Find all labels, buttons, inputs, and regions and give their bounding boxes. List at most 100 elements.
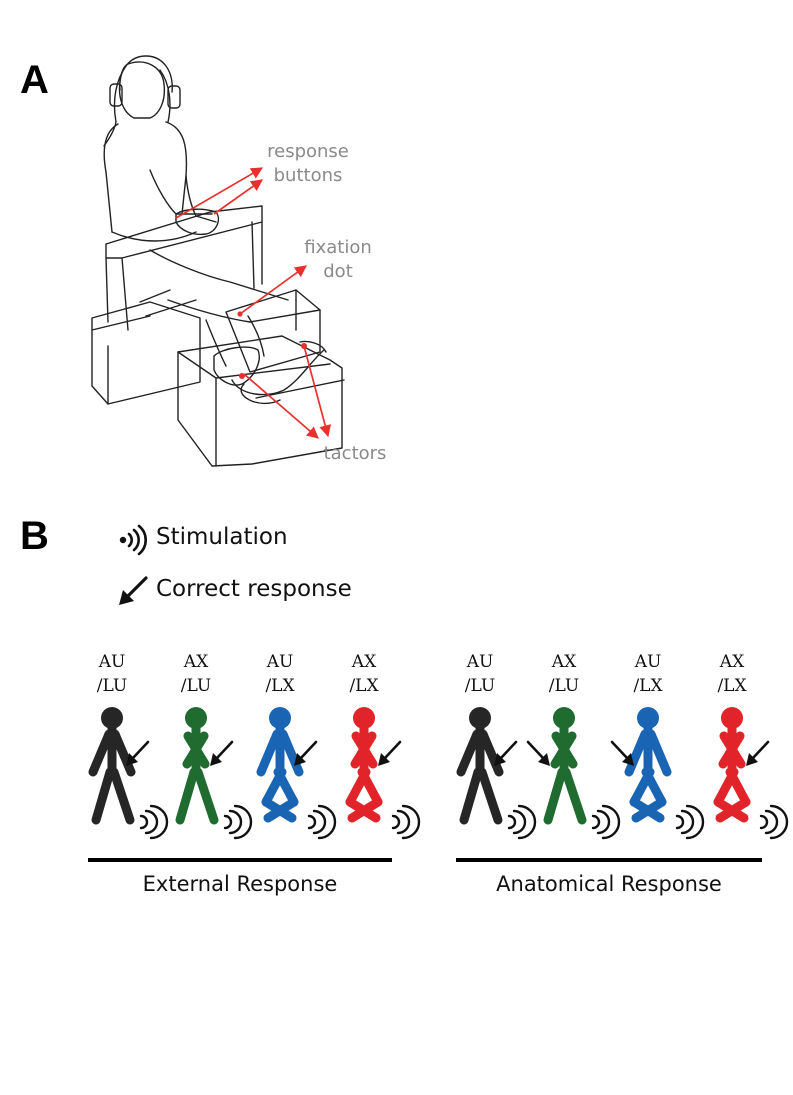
anatomical-response-label: Anatomical Response [496, 872, 722, 896]
figure-head [269, 707, 291, 729]
correct-response-arrowhead [538, 753, 550, 766]
arrow-tactor-2 [303, 345, 331, 438]
stimulation-icon [391, 804, 421, 840]
stimulation-icon [675, 804, 705, 840]
stimulation-icon [507, 804, 537, 840]
figure-arm-right [646, 729, 672, 777]
correct-response-arrowhead [494, 753, 506, 766]
participant-foot [213, 346, 260, 386]
figure-leg [713, 767, 739, 807]
correct-response-arrow [383, 740, 402, 760]
figure-leg-left [543, 767, 567, 825]
experimental-setup-illustration [91, 55, 345, 467]
figure-head [101, 707, 123, 729]
figure-leg [345, 767, 371, 807]
figure-arm-left [256, 729, 282, 777]
figure-leg-left [459, 767, 483, 825]
figure-leg [713, 797, 749, 823]
arrow-response-button-2 [213, 179, 263, 215]
foot-box [225, 289, 321, 373]
legend-correct-response-label: Correct response [156, 576, 352, 602]
legend-stimulation-label: Stimulation [156, 524, 288, 550]
figure-head [185, 707, 207, 729]
stimulation-icon [139, 804, 169, 840]
figure-arm-right [110, 729, 136, 777]
stimulation-icon [591, 804, 621, 840]
participant-legs [149, 249, 289, 323]
external-response-label: External Response [142, 872, 338, 896]
panel-letter-a: A [20, 58, 49, 102]
figure-arm-left [88, 729, 114, 777]
condition-label: AU/LX [633, 652, 663, 696]
figure-leg [629, 797, 665, 823]
callout-tactors: tactors [323, 443, 387, 464]
figure-head [637, 707, 659, 729]
anatomical-response-divider [456, 858, 762, 862]
figure-head [721, 707, 743, 729]
callout-response-buttons: response buttons [258, 140, 358, 188]
condition-label: AX/LU [180, 652, 212, 696]
stimulation-icon [119, 524, 147, 556]
correct-response-arrowhead [210, 753, 222, 766]
callout-buttons-line-2: buttons [273, 165, 343, 186]
correct-response-arrowhead [378, 753, 390, 766]
participant-torso [103, 121, 188, 233]
footrest-block [177, 335, 343, 467]
figure-leg-left [91, 767, 115, 825]
figure-leg-right [477, 767, 503, 825]
arrow-tactor-1 [243, 373, 319, 439]
condition-label: AX/LX [717, 652, 747, 696]
figure-leg-left [175, 767, 199, 825]
figure-head [469, 707, 491, 729]
callout-dot-line-2: dot [323, 261, 353, 282]
figure-arm-left [624, 729, 650, 777]
condition-label: AX/LU [548, 652, 580, 696]
headphones [119, 55, 173, 93]
figure-leg [261, 797, 297, 823]
callout-fixation-line-1: fixation [304, 237, 372, 258]
correct-response-arrowhead [294, 753, 306, 766]
left-box [91, 301, 201, 405]
correct-response-arrow [215, 740, 234, 760]
correct-response-arrow [610, 740, 629, 760]
correct-response-arrowhead [622, 753, 634, 766]
arrow-response-button-1 [175, 167, 264, 219]
correct-response-arrowhead [126, 753, 138, 766]
stimulation-icon [223, 804, 253, 840]
panel-letter-b: B [20, 514, 49, 558]
correct-response-arrow [526, 740, 545, 760]
figure-leg-right [561, 767, 587, 825]
figure-arm-crossed [718, 731, 745, 769]
condition-label: AU/LU [464, 652, 496, 696]
figure-arm-crossed [350, 731, 377, 769]
correct-response-arrow [131, 740, 150, 760]
participant-head [118, 61, 166, 119]
figure-leg-right [193, 767, 219, 825]
figure-arm-right [478, 729, 504, 777]
tactor-cable [231, 349, 325, 405]
external-response-divider [88, 858, 392, 862]
participant-hair [103, 65, 171, 147]
figure-leg-right [109, 767, 135, 825]
arrow-fixation-dot [239, 265, 307, 315]
condition-label: AX/LX [349, 652, 379, 696]
correct-response-arrow [499, 740, 518, 760]
figure-arm-left [456, 729, 482, 777]
correct-response-arrow-icon [119, 576, 148, 605]
figure-head [353, 707, 375, 729]
figure-arm-crossed [550, 731, 577, 769]
figure-head [553, 707, 575, 729]
callout-fixation-dot: fixation dot [288, 236, 388, 284]
condition-label: AU/LU [96, 652, 128, 696]
correct-response-arrowhead [746, 753, 758, 766]
correct-response-arrow [751, 740, 770, 760]
correct-response-arrow [299, 740, 318, 760]
figure-leg [261, 767, 287, 807]
stimulation-icon [759, 804, 789, 840]
figure-leg [345, 797, 381, 823]
stimulation-icon [307, 804, 337, 840]
figure-arm-crossed [182, 731, 209, 769]
callout-response-line-1: response [267, 141, 349, 162]
figure-arm-right [278, 729, 304, 777]
figure-leg [629, 767, 655, 807]
